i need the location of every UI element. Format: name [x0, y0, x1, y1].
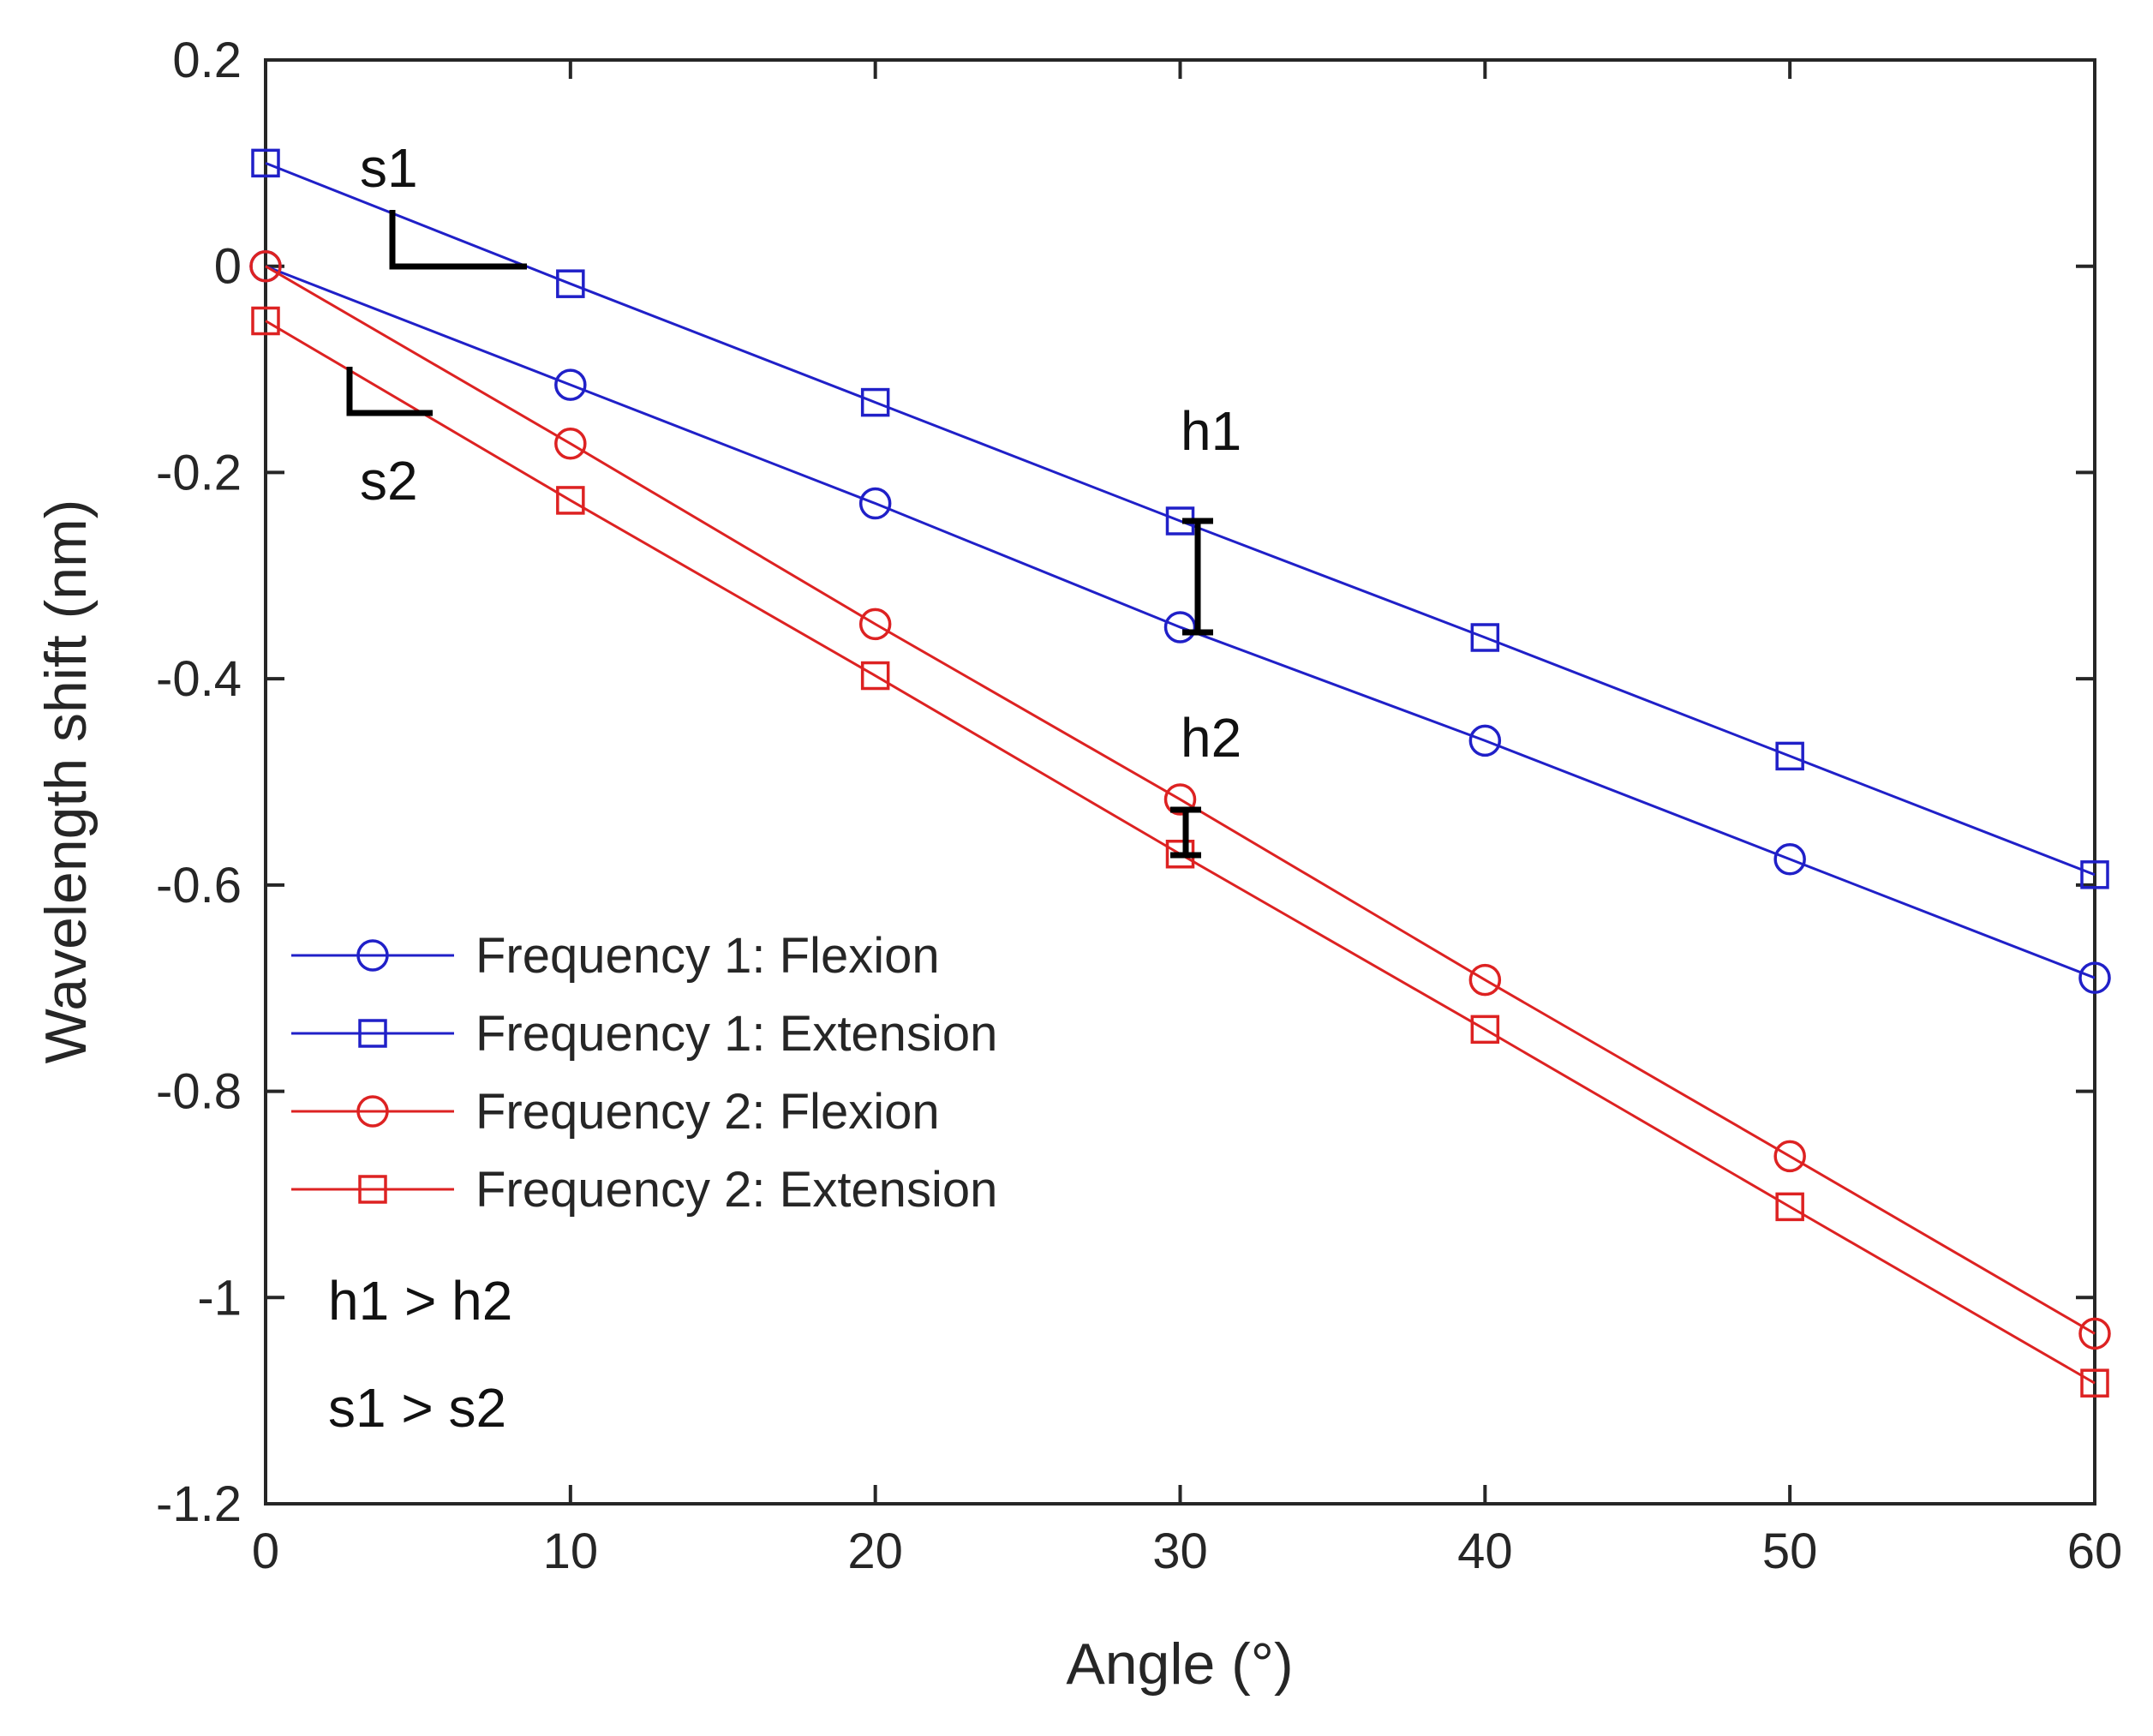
y-axis: 0.2 0 -0.2 -0.4 -0.6 -0.8 -1 -1.2 [156, 33, 2095, 1532]
series-line [265, 161, 2096, 877]
series-line [265, 265, 2096, 979]
data-point [1775, 1192, 1804, 1222]
series-2 [251, 148, 2109, 889]
annotation-s2: s2 [360, 450, 418, 512]
annotation-s-relation: s1 > s2 [328, 1377, 506, 1439]
data-point [1773, 843, 1806, 876]
data-point [556, 486, 585, 515]
legend-marker [358, 1175, 387, 1204]
legend-entry-3: Frequency 2: Flexion [291, 1084, 940, 1140]
legend-label: Frequency 1: Extension [475, 1006, 997, 1062]
data-point [1470, 1015, 1500, 1045]
x-axis-title: Angle (°) [1066, 1631, 1293, 1697]
data-point [251, 306, 280, 336]
x-tick-label: 10 [543, 1523, 599, 1579]
x-tick-label: 30 [1152, 1523, 1208, 1579]
x-tick-label: 50 [1762, 1523, 1818, 1579]
data-point [556, 269, 585, 298]
legend-entry-4: Frequency 2: Extension [291, 1162, 997, 1218]
data-point [251, 148, 280, 178]
legend-entry-1: Frequency 1: Flexion [291, 928, 940, 984]
data-point [858, 487, 892, 520]
data-point [554, 368, 587, 401]
x-axis: 0 10 20 30 40 50 60 [252, 60, 2122, 1579]
x-tick-label: 60 [2067, 1523, 2123, 1579]
slope-marker-s1 [389, 210, 527, 270]
legend-marker [356, 939, 389, 972]
y-axis-title: Wavelength shift (nm) [33, 500, 99, 1064]
data-point [2080, 1368, 2109, 1398]
data-point [2078, 1317, 2111, 1350]
y-tick-label: 0 [214, 239, 242, 295]
legend-marker [356, 1095, 389, 1128]
annotation-h1: h1 [1181, 400, 1241, 462]
data-point [860, 387, 890, 417]
legend-marker [358, 1019, 387, 1048]
legend-label: Frequency 1: Flexion [475, 928, 940, 984]
legend-label: Frequency 2: Flexion [475, 1084, 940, 1140]
y-tick-label: -0.4 [156, 651, 242, 707]
y-tick-label: -0.8 [156, 1064, 242, 1120]
data-point [1163, 783, 1197, 816]
data-point [249, 249, 282, 283]
data-point [1775, 741, 1804, 771]
y-tick-label: -1 [197, 1270, 242, 1326]
y-tick-label: -1.2 [156, 1476, 242, 1532]
data-point [1468, 963, 1502, 997]
series-3 [249, 249, 2111, 1350]
data-point [554, 427, 587, 460]
x-tick-label: 40 [1457, 1523, 1513, 1579]
slope-marker-s2 [346, 367, 433, 416]
annotation-s1: s1 [360, 137, 418, 199]
x-tick-label: 0 [252, 1523, 279, 1579]
data-point [1773, 1140, 1806, 1173]
x-tick-label: 20 [847, 1523, 903, 1579]
y-tick-label: 0.2 [172, 33, 242, 88]
data-point [860, 661, 890, 691]
data-point [858, 608, 892, 641]
plot-area [264, 58, 2096, 1506]
series-line [265, 265, 2096, 1335]
legend: Frequency 1: Flexion Frequency 1: Extensi… [291, 928, 997, 1218]
y-tick-label: -0.6 [156, 858, 242, 913]
bracket-h1 [1182, 518, 1213, 636]
annotation-h2: h2 [1181, 707, 1241, 769]
bracket-h2 [1170, 806, 1201, 859]
data-point [2080, 860, 2109, 889]
data-point [2078, 961, 2111, 994]
y-tick-label: -0.2 [156, 445, 242, 500]
data-point [1468, 724, 1502, 757]
legend-label: Frequency 2: Extension [475, 1162, 997, 1218]
legend-entry-2: Frequency 1: Extension [291, 1006, 997, 1062]
data-point [1470, 623, 1500, 652]
annotation-h-relation: h1 > h2 [328, 1270, 512, 1332]
